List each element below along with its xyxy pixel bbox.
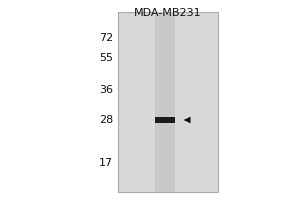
Text: 28: 28 bbox=[99, 115, 113, 125]
Text: 55: 55 bbox=[99, 53, 113, 63]
Bar bbox=[155, 117, 175, 123]
Bar bbox=[118, 12, 218, 192]
Text: MDA-MB231: MDA-MB231 bbox=[134, 8, 202, 18]
Bar bbox=[155, 12, 175, 192]
Text: 36: 36 bbox=[99, 85, 113, 95]
Text: 72: 72 bbox=[99, 33, 113, 43]
Text: 17: 17 bbox=[99, 158, 113, 168]
